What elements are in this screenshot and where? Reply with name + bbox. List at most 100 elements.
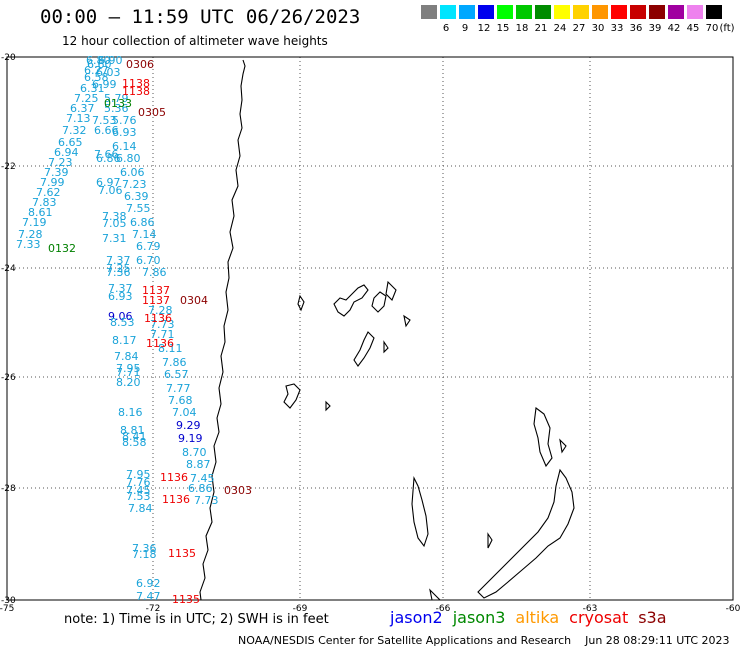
swh-value: 7.84 — [128, 502, 153, 515]
coastline-segment — [477, 468, 575, 599]
swh-value: 8.16 — [118, 406, 143, 419]
coastline-segment — [333, 284, 369, 317]
lat-lon-grid — [7, 57, 733, 600]
legend-entry: cryosat — [569, 608, 629, 627]
lat-label: -22 — [1, 162, 16, 172]
swh-value: 7.77 — [166, 382, 191, 395]
swh-value: 7.53 — [92, 114, 117, 127]
pass-time-label: 1136 — [162, 493, 190, 506]
colorbar-label: 18 — [515, 23, 529, 34]
colorbar-label: 21 — [534, 23, 548, 34]
swh-value: 7.47 — [136, 590, 161, 603]
swh-value: 7.62 — [36, 186, 61, 199]
swh-value: 6.99 — [92, 78, 117, 91]
swh-value: 7.55 — [126, 202, 151, 215]
swh-value: 7.28 — [148, 304, 173, 317]
colorbar-swatch — [440, 5, 456, 19]
swh-value: 7.95 — [116, 362, 141, 375]
swh-value: 7.36 — [132, 542, 157, 555]
swh-value: 7.53 — [126, 490, 151, 503]
swh-value: 7.31 — [102, 232, 127, 245]
swh-value: 7.83 — [32, 196, 57, 209]
colorbar-label: 6 — [442, 23, 450, 34]
pass-time-label: 1137 — [142, 294, 170, 307]
colorbar-swatch — [611, 5, 627, 19]
note-text: note: 1) Time is in UTC; 2) SWH is in fe… — [64, 612, 329, 627]
coastline-segment — [383, 340, 389, 354]
swh-value: 6.14 — [112, 140, 137, 153]
colorbar-swatch — [706, 5, 722, 19]
swh-value: 6.79 — [136, 240, 161, 253]
swh-value: 6.57 — [164, 368, 189, 381]
colorbar-label: 9 — [461, 23, 469, 34]
colorbar-swatch — [573, 5, 589, 19]
colorbar-label: 30 — [591, 23, 605, 34]
footer-credit: NOAA/NESDIS Center for Satellite Applica… — [238, 634, 730, 647]
colorbar-swatch — [630, 5, 646, 19]
lon-label: -66 — [436, 604, 451, 614]
pass-time-label: 0306 — [126, 58, 154, 71]
colorbar-label: 45 — [686, 23, 700, 34]
page-title: 00:00 – 11:59 UTC 06/26/2023 — [40, 6, 361, 28]
pass-time-label: 0303 — [224, 484, 252, 497]
swh-value: 7.23 — [122, 178, 147, 191]
swh-value: 6.70 — [136, 254, 161, 267]
colorbar-swatch — [459, 5, 475, 19]
coastline — [199, 59, 575, 601]
swh-value: 7.95 — [126, 468, 151, 481]
legend-entry: jason2 — [390, 608, 443, 627]
swh-value: 7.39 — [44, 166, 69, 179]
swh-value: 6.80 — [86, 54, 111, 67]
swh-observations: 6.806.906.606.276.036.586.996.317.25 5.79… — [16, 54, 219, 603]
swh-value: 8.58 — [122, 436, 147, 449]
swh-value: 7.13 — [66, 112, 91, 125]
map-subtitle: 12 hour collection of altimeter wave hei… — [62, 34, 328, 48]
swh-value: 6.93 — [112, 126, 137, 139]
swh-value: 6.31 — [80, 82, 105, 95]
swh-value: 7.38 — [102, 210, 127, 223]
colorbar-swatch — [497, 5, 513, 19]
swh-value: 7.84 — [114, 350, 139, 363]
swh-value: 8.81 — [120, 424, 145, 437]
colorbar-swatch — [421, 5, 437, 19]
lon-label: -69 — [293, 604, 308, 614]
swh-value: 8.61 — [28, 206, 53, 219]
legend-entry: altika — [515, 608, 560, 627]
coastline-segment — [353, 331, 375, 367]
pass-time-label: 1135 — [172, 593, 200, 606]
swh-value: 6.90 — [98, 54, 123, 67]
swh-value: 6.80 — [116, 152, 141, 165]
pass-time-label: 0304 — [180, 294, 208, 307]
swh-value: 5.76 — [112, 114, 137, 127]
coastline-segment — [559, 438, 567, 454]
swh-value: 8.41 — [122, 430, 147, 443]
swh-value: 7.18 — [132, 548, 157, 561]
swh-value: 9.06 — [108, 310, 133, 323]
swh-value: 7.14 — [132, 228, 157, 241]
coastline-segment — [429, 588, 442, 601]
swh-value: 7.99 — [40, 176, 65, 189]
lon-label: -63 — [583, 604, 598, 614]
colorbar-swatch — [535, 5, 551, 19]
swh-value: 8.20 — [116, 376, 141, 389]
swh-value: 8.17 — [112, 334, 137, 347]
pass-time-label: 1136 — [144, 312, 172, 325]
swh-value: 8.11 — [158, 342, 183, 355]
colorbar-label: 12 — [477, 23, 491, 34]
swh-value: 8.70 — [182, 446, 207, 459]
swh-value: 7.28 — [18, 228, 43, 241]
longitude-labels: -75 -72 -69 -66 -63 -60 — [0, 604, 740, 614]
legend-entry: jason3 — [452, 608, 506, 627]
colorbar-label: 70 — [705, 23, 719, 34]
swh-value: 6.93 — [108, 290, 133, 303]
colorbar-swatch — [649, 5, 665, 19]
colorbar-label: 42 — [667, 23, 681, 34]
pass-time-label: 0133 — [104, 97, 132, 110]
pass-time-label: 1137 — [142, 284, 170, 297]
swh-value: 6.60 — [87, 58, 112, 71]
colorbar-swatch — [478, 5, 494, 19]
swh-value: 7.71 — [150, 328, 175, 341]
coastline-segment — [297, 294, 305, 312]
swh-value: 7.66 — [94, 148, 119, 161]
